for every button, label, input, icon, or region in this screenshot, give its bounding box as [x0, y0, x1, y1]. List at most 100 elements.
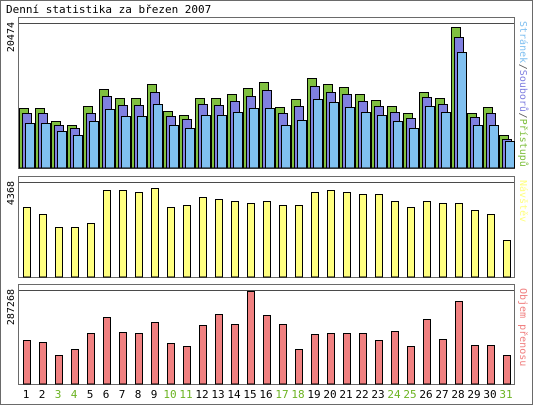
bar-hits-files-pages-stránek-day-24 — [393, 121, 403, 169]
bar-visits-návštěv-day-17 — [279, 205, 287, 278]
bar-hits-files-pages-stránek-day-22 — [361, 112, 371, 169]
bar-hits-files-pages-stránek-day-18 — [297, 120, 307, 169]
bar-hits-files-pages-stránek-day-23 — [377, 115, 387, 169]
day-label: 8 — [135, 388, 142, 401]
y-max-label: 4368 — [6, 181, 17, 205]
bar-hits-files-pages-stránek-day-7 — [121, 116, 131, 169]
day-label: 13 — [211, 388, 224, 401]
legend-hits-files-pages: Stránek/Souborů/Přístupů — [517, 21, 529, 167]
day-label: 12 — [195, 388, 208, 401]
day-label: 10 — [163, 388, 176, 401]
bar-hits-files-pages-stránek-day-10 — [169, 125, 179, 169]
day-label: 4 — [71, 388, 78, 401]
bar-visits-návštěv-day-18 — [295, 205, 303, 278]
bar-hits-files-pages-stránek-day-31 — [505, 141, 515, 169]
bar-visits-návštěv-day-15 — [247, 203, 255, 278]
bar-kb-objem-přenosu-day-18 — [295, 349, 303, 385]
bar-visits-návštěv-day-27 — [439, 203, 447, 278]
bar-hits-files-pages-stránek-day-28 — [457, 52, 467, 169]
bar-hits-files-pages-stránek-day-13 — [217, 115, 227, 169]
bar-hits-files-pages-stránek-day-12 — [201, 115, 211, 169]
bar-visits-návštěv-day-20 — [327, 190, 335, 278]
bar-visits-návštěv-day-7 — [119, 190, 127, 278]
legend-separator: / — [517, 64, 528, 70]
day-label: 15 — [243, 388, 256, 401]
bar-visits-návštěv-day-19 — [311, 192, 319, 278]
bar-kb-objem-přenosu-day-30 — [487, 345, 495, 385]
day-label: 18 — [291, 388, 304, 401]
bar-visits-návštěv-day-14 — [231, 201, 239, 278]
day-label: 31 — [499, 388, 512, 401]
bar-kb-objem-přenosu-day-4 — [71, 349, 79, 385]
day-label: 7 — [119, 388, 126, 401]
bar-visits-návštěv-day-4 — [71, 227, 79, 278]
bar-visits-návštěv-day-23 — [375, 194, 383, 278]
bar-visits-návštěv-day-8 — [135, 192, 143, 278]
day-label: 9 — [151, 388, 158, 401]
bar-hits-files-pages-stránek-day-14 — [233, 112, 243, 169]
bar-hits-files-pages-stránek-day-17 — [281, 125, 291, 169]
bar-visits-návštěv-day-25 — [407, 207, 415, 278]
legend-kb: Objem přenosu — [517, 288, 529, 366]
bar-hits-files-pages-stránek-day-3 — [57, 131, 67, 169]
bar-hits-files-pages-stránek-day-21 — [345, 107, 355, 169]
bar-kb-objem-přenosu-day-23 — [375, 340, 383, 385]
bar-visits-návštěv-day-21 — [343, 192, 351, 278]
bar-kb-objem-přenosu-day-19 — [311, 334, 319, 385]
chart-title: Denní statistika za březen 2007 — [6, 3, 211, 16]
bar-kb-objem-přenosu-day-27 — [439, 339, 447, 385]
bar-hits-files-pages-stránek-day-16 — [265, 108, 275, 169]
day-label: 30 — [483, 388, 496, 401]
bar-visits-návštěv-day-11 — [183, 205, 191, 278]
day-label: 27 — [435, 388, 448, 401]
day-label: 6 — [103, 388, 110, 401]
bar-hits-files-pages-stránek-day-4 — [73, 135, 83, 169]
panel-hits-files-pages: 20474 Stránek/Souborů/Přístupů — [6, 17, 529, 169]
bar-visits-návštěv-day-2 — [39, 214, 47, 278]
bar-kb-objem-přenosu-day-7 — [119, 332, 127, 385]
bar-visits-návštěv-day-29 — [471, 210, 479, 278]
bar-visits-návštěv-day-31 — [503, 240, 511, 278]
bar-hits-files-pages-stránek-day-6 — [105, 109, 115, 169]
bar-kb-objem-přenosu-day-14 — [231, 324, 239, 385]
bar-kb-objem-přenosu-day-6 — [103, 317, 111, 385]
day-label: 17 — [275, 388, 288, 401]
x-axis-day-labels: 1 2 3 4 5 6 7 8 9 10 11 12 13 14 15 16 17 18 19 20 21 22 23 24 2… — [23, 388, 513, 401]
bar-hits-files-pages-stránek-day-15 — [249, 108, 259, 169]
bar-hits-files-pages-stránek-day-26 — [425, 106, 435, 169]
bar-visits-návštěv-day-24 — [391, 201, 399, 278]
bar-hits-files-pages-stránek-day-11 — [185, 128, 195, 169]
bar-hits-files-pages-stránek-day-19 — [313, 99, 323, 169]
bar-kb-objem-přenosu-day-31 — [503, 355, 511, 385]
bar-kb-objem-přenosu-day-13 — [215, 314, 223, 385]
day-label: 21 — [339, 388, 352, 401]
bar-hits-files-pages-stránek-day-9 — [153, 104, 163, 169]
bar-kb-objem-přenosu-day-22 — [359, 333, 367, 385]
legend-item: Objem přenosu — [517, 288, 529, 366]
bar-visits-návštěv-day-6 — [103, 190, 111, 278]
bar-kb-objem-přenosu-day-3 — [55, 355, 63, 385]
day-label: 14 — [227, 388, 241, 401]
day-label: 23 — [371, 388, 384, 401]
panel-kb: 287268 Objem přenosu — [6, 284, 529, 385]
bar-visits-návštěv-day-26 — [423, 201, 431, 278]
bar-visits-návštěv-day-10 — [167, 207, 175, 278]
day-label: 24 — [387, 388, 401, 401]
day-label: 28 — [451, 388, 464, 401]
bar-kb-objem-přenosu-day-5 — [87, 333, 95, 385]
bar-hits-files-pages-stránek-day-8 — [137, 116, 147, 169]
day-label: 2 — [39, 388, 46, 401]
legend-separator: / — [517, 113, 528, 119]
bar-visits-návštěv-day-13 — [215, 199, 223, 278]
day-label: 29 — [467, 388, 480, 401]
bar-hits-files-pages-stránek-day-20 — [329, 102, 339, 169]
day-label: 1 — [23, 388, 30, 401]
bar-visits-návštěv-day-22 — [359, 194, 367, 278]
bar-kb-objem-přenosu-day-8 — [135, 333, 143, 385]
bar-kb-objem-přenosu-day-28 — [455, 301, 463, 385]
y-max-label: 20474 — [6, 22, 17, 52]
day-label: 16 — [259, 388, 272, 401]
day-label: 11 — [179, 388, 192, 401]
bar-hits-files-pages-stránek-day-30 — [489, 125, 499, 169]
